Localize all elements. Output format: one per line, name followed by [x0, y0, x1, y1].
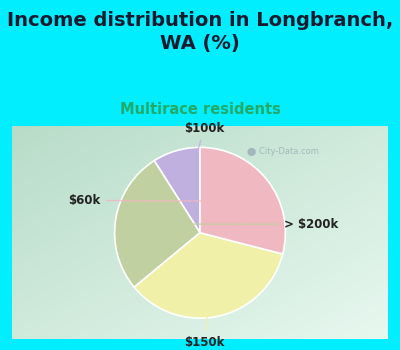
Text: $60k: $60k [68, 194, 238, 207]
Wedge shape [134, 233, 283, 318]
Text: $150k: $150k [184, 286, 224, 349]
Wedge shape [154, 147, 200, 233]
Text: > $200k: > $200k [148, 218, 338, 231]
Wedge shape [115, 161, 200, 287]
Wedge shape [200, 147, 285, 254]
Text: ⬤ City-Data.com: ⬤ City-Data.com [247, 147, 319, 156]
Text: Multirace residents: Multirace residents [120, 102, 280, 117]
Text: $100k: $100k [184, 122, 224, 185]
Text: Income distribution in Longbranch,
WA (%): Income distribution in Longbranch, WA (%… [7, 10, 393, 53]
